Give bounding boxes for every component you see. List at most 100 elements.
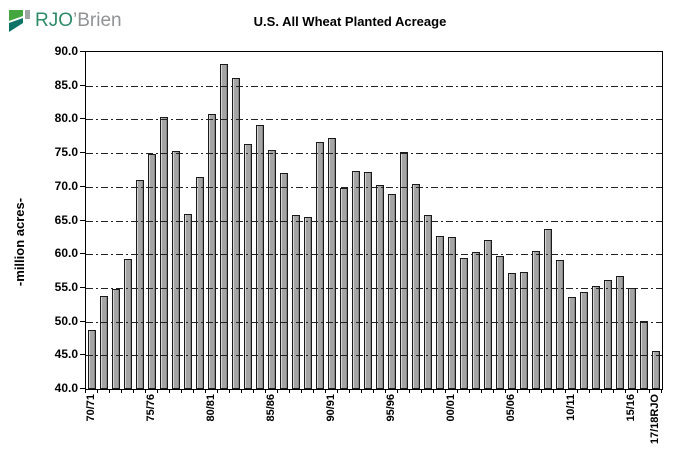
rjobrien-logo-icon bbox=[9, 10, 30, 32]
gridline-50 bbox=[86, 321, 662, 323]
x-axis-tick-33 bbox=[481, 389, 482, 393]
bar-year-27 bbox=[412, 184, 420, 389]
bar-year-42 bbox=[592, 285, 600, 389]
rjobrien-logo: RJO’Brien bbox=[9, 10, 122, 32]
y-axis-label-60: 60.0 bbox=[54, 246, 78, 261]
bar-year-13 bbox=[244, 143, 252, 389]
logo-text-primary: RJO bbox=[35, 10, 73, 31]
y-axis-tick-50 bbox=[80, 320, 85, 322]
y-axis-tick-90 bbox=[80, 51, 85, 52]
x-axis-tick-28 bbox=[421, 389, 422, 393]
x-axis-tick-21 bbox=[337, 389, 338, 393]
bar-year-41 bbox=[580, 291, 588, 389]
bar-year-22 bbox=[352, 171, 360, 389]
x-axis-tick-39 bbox=[553, 389, 554, 393]
x-axis-tick-30 bbox=[445, 389, 446, 393]
x-axis-tick-29 bbox=[433, 389, 434, 393]
bar-year-8 bbox=[184, 214, 192, 389]
x-axis-tick-41 bbox=[577, 389, 578, 393]
x-axis-tick-25 bbox=[385, 389, 386, 393]
gridline-85 bbox=[86, 85, 662, 87]
y-axis-label-70: 70.0 bbox=[54, 178, 78, 193]
y-axis-label-55: 55.0 bbox=[54, 279, 78, 294]
x-axis-label-10/11: 10/11 bbox=[565, 394, 577, 421]
gridline-75 bbox=[86, 153, 662, 155]
x-axis-tick-4 bbox=[133, 389, 134, 393]
bar-year-39 bbox=[556, 259, 564, 389]
x-axis-tick-14 bbox=[253, 389, 254, 393]
bar-year-38 bbox=[544, 228, 552, 389]
x-axis-tick-27 bbox=[409, 389, 410, 393]
bar-year-31 bbox=[460, 258, 468, 389]
x-axis-tick-13 bbox=[241, 389, 242, 393]
x-axis-tick-12 bbox=[229, 389, 230, 393]
x-axis-label-95/96: 95/96 bbox=[385, 394, 397, 422]
bar-year-45 bbox=[628, 287, 636, 389]
bar-year-11 bbox=[220, 63, 228, 389]
x-axis-tick-45 bbox=[625, 389, 626, 393]
x-axis-tick-7 bbox=[169, 389, 170, 393]
gridline-80 bbox=[86, 119, 662, 121]
y-axis-tick-40 bbox=[80, 388, 85, 389]
x-axis-tick-38 bbox=[541, 389, 542, 393]
bar-year-20 bbox=[328, 138, 336, 389]
bar-year-4 bbox=[136, 180, 144, 389]
y-axis-label-50: 50.0 bbox=[54, 313, 78, 328]
bar-year-26 bbox=[400, 152, 408, 389]
bar-year-24 bbox=[376, 184, 384, 389]
x-axis-tick-18 bbox=[301, 389, 302, 393]
bar-year-29 bbox=[436, 236, 444, 389]
y-axis-label-65: 65.0 bbox=[54, 212, 78, 227]
bar-year-18 bbox=[304, 217, 312, 389]
bar-year-19 bbox=[316, 142, 324, 389]
x-axis-tick-47 bbox=[649, 389, 650, 393]
x-axis-tick-46 bbox=[637, 389, 638, 393]
x-axis-tick-23 bbox=[361, 389, 362, 393]
x-axis-label-15/16: 15/16 bbox=[625, 394, 637, 422]
bar-year-25 bbox=[388, 193, 396, 389]
bar-year-12 bbox=[232, 77, 240, 389]
bar-year-37 bbox=[532, 250, 540, 389]
x-axis-tick-20 bbox=[325, 389, 326, 393]
bar-year-17 bbox=[292, 215, 300, 389]
x-axis-label-17/18RJO: 17/18RJO bbox=[649, 394, 661, 445]
y-axis-tick-85 bbox=[80, 84, 85, 86]
bar-year-44 bbox=[616, 275, 624, 389]
bar-year-32 bbox=[472, 252, 480, 389]
x-axis-label-75/76: 75/76 bbox=[145, 394, 157, 422]
y-axis-tick-65 bbox=[80, 219, 85, 221]
x-axis-tick-43 bbox=[601, 389, 602, 393]
x-axis-tick-10 bbox=[205, 389, 206, 393]
y-axis-tick-75 bbox=[80, 152, 85, 154]
y-axis-label-40: 40.0 bbox=[54, 381, 78, 395]
bar-year-43 bbox=[604, 279, 612, 389]
x-axis-tick-24 bbox=[373, 389, 374, 393]
y-axis-label-45: 45.0 bbox=[54, 347, 78, 362]
bar-year-35 bbox=[508, 273, 516, 389]
x-axis-tick-17 bbox=[289, 389, 290, 393]
x-axis-tick-2 bbox=[109, 389, 110, 393]
x-axis-tick-36 bbox=[517, 389, 518, 393]
y-axis-tick-60 bbox=[80, 253, 85, 255]
bar-year-33 bbox=[484, 240, 492, 389]
x-axis-tick-16 bbox=[277, 389, 278, 393]
x-axis-tick-35 bbox=[505, 389, 506, 393]
x-axis-label-00/01: 00/01 bbox=[445, 394, 457, 422]
bar-year-1 bbox=[100, 296, 108, 389]
x-axis-label-05/06: 05/06 bbox=[505, 394, 517, 422]
x-axis-tick-3 bbox=[121, 389, 122, 393]
bar-year-36 bbox=[520, 272, 528, 389]
x-axis-tick-48 bbox=[661, 389, 662, 393]
bar-year-10 bbox=[208, 114, 216, 389]
x-axis-tick-32 bbox=[469, 389, 470, 393]
bar-year-7 bbox=[172, 151, 180, 389]
x-axis-tick-6 bbox=[157, 389, 158, 393]
bar-year-5 bbox=[148, 153, 156, 389]
x-axis-label-90/91: 90/91 bbox=[325, 394, 337, 422]
logo-text-secondary: ’Brien bbox=[73, 10, 122, 31]
y-axis-tick-45 bbox=[80, 354, 85, 356]
y-axis-label-85: 85.0 bbox=[54, 77, 78, 92]
bar-year-28 bbox=[424, 215, 432, 389]
x-axis-tick-34 bbox=[493, 389, 494, 393]
